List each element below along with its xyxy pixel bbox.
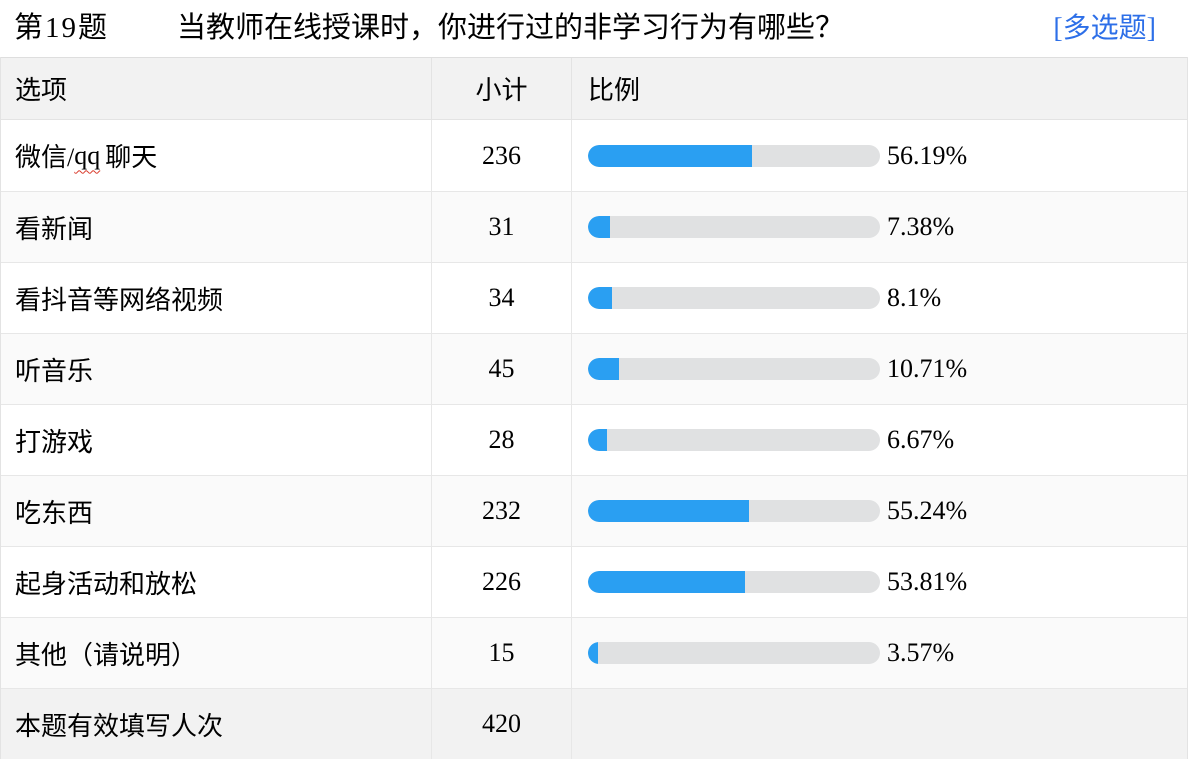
table-row: 本题有效填写人次 420 <box>1 688 1187 759</box>
ratio-percent-label: 10.71% <box>887 354 968 383</box>
ratio-bar-track <box>588 500 880 522</box>
option-label-cell: 看新闻 <box>1 192 432 262</box>
option-label: 看抖音等网络视频 <box>15 285 224 315</box>
ratio-cell: 6.67% <box>572 405 1187 475</box>
ratio-percent-label: 7.38% <box>887 212 955 241</box>
ratio-bar-fill <box>588 500 750 522</box>
ratio-cell: 53.81% <box>572 547 1187 617</box>
option-count: 34 <box>432 263 572 333</box>
column-header-subtotal: 小计 <box>432 58 572 119</box>
ratio-percent-label: 56.19% <box>887 140 968 170</box>
option-count: 15 <box>432 618 572 688</box>
ratio-bar-track <box>588 144 880 167</box>
ratio-percent-label: 6.67% <box>887 425 955 454</box>
stats-table: 选项 小计 比例 微信/qq 聊天 236 56.19% 看新闻 31 7.38% <box>0 57 1188 759</box>
question-text: 当教师在线授课时，你进行过的非学习行为有哪些？ <box>177 12 845 44</box>
option-count: 28 <box>432 405 572 475</box>
ratio-bar-fill <box>588 642 599 664</box>
table-row: 听音乐 45 10.71% <box>1 333 1187 404</box>
table-row: 吃东西 232 55.24% <box>1 475 1187 546</box>
ratio-cell: 10.71% <box>572 334 1187 404</box>
option-label: 打游戏 <box>15 427 94 457</box>
ratio-percent-label: 8.1% <box>887 283 942 312</box>
ratio-bar-track <box>588 358 880 380</box>
option-label-suffix: 聊天 <box>105 143 158 172</box>
question-number: 第19题 <box>14 12 110 44</box>
table-row: 起身活动和放松 226 53.81% <box>1 546 1187 617</box>
option-label-cell: 吃东西 <box>1 476 432 546</box>
option-label: 其他（请说明） <box>15 640 198 670</box>
ratio-cell: 56.19% <box>572 120 1187 191</box>
ratio-percent-label: 55.24% <box>887 496 968 525</box>
option-count: 45 <box>432 334 572 404</box>
table-row: 打游戏 28 6.67% <box>1 404 1187 475</box>
option-label-cell: 看抖音等网络视频 <box>1 263 432 333</box>
option-label: 本题有效填写人次 <box>15 711 224 741</box>
table-row: 看抖音等网络视频 34 8.1% <box>1 262 1187 333</box>
ratio-percent-label: 53.81% <box>887 567 968 596</box>
ratio-cell: 3.57% <box>572 618 1187 688</box>
option-label: 吃东西 <box>15 498 94 528</box>
option-count: 236 <box>432 120 572 191</box>
option-label-cell: 其他（请说明） <box>1 618 432 688</box>
ratio-percent-label: 3.57% <box>887 638 955 667</box>
ratio-bar-fill <box>588 216 610 238</box>
option-label-cell: 微信/qq 聊天 <box>1 120 432 191</box>
ratio-bar-fill <box>588 287 612 309</box>
option-count: 232 <box>432 476 572 546</box>
option-count: 226 <box>432 547 572 617</box>
table-header-row: 选项 小计 比例 <box>1 57 1187 120</box>
ratio-cell: 55.24% <box>572 476 1187 546</box>
ratio-bar-track <box>588 216 880 238</box>
ratio-bar-track <box>588 429 880 451</box>
table-body: 微信/qq 聊天 236 56.19% 看新闻 31 7.38% 看抖音等网络视频… <box>1 120 1187 759</box>
ratio-bar-fill <box>588 571 746 593</box>
question-type-tag: [多选题] <box>1053 12 1156 44</box>
column-header-ratio: 比例 <box>588 76 641 105</box>
option-label: 起身活动和放松 <box>15 569 198 599</box>
ratio-cell: 8.1% <box>572 263 1187 333</box>
ratio-bar-fill <box>588 358 620 380</box>
ratio-cell <box>572 689 1187 759</box>
option-label-cell: 本题有效填写人次 <box>1 689 432 759</box>
option-label: 微信/ <box>15 143 75 172</box>
table-row: 其他（请说明） 15 3.57% <box>1 617 1187 688</box>
option-label: 听音乐 <box>15 356 94 386</box>
table-row: 微信/qq 聊天 236 56.19% <box>1 120 1187 191</box>
ratio-bar-track <box>588 642 880 664</box>
question-title-row: 第19题 当教师在线授课时，你进行过的非学习行为有哪些？ [多选题] <box>0 0 1188 57</box>
table-row: 看新闻 31 7.38% <box>1 191 1187 262</box>
option-count: 420 <box>432 689 572 759</box>
option-label-misspelled-fragment: qq <box>74 140 101 170</box>
option-label-cell: 打游戏 <box>1 405 432 475</box>
ratio-cell: 7.38% <box>572 192 1187 262</box>
option-label-cell: 起身活动和放松 <box>1 547 432 617</box>
option-count: 31 <box>432 192 572 262</box>
ratio-bar-track <box>588 571 880 593</box>
option-label-cell: 听音乐 <box>1 334 432 404</box>
option-label: 看新闻 <box>15 214 94 244</box>
ratio-bar-fill <box>588 144 753 167</box>
ratio-bar-fill <box>588 429 608 451</box>
column-header-option: 选项 <box>1 58 432 119</box>
ratio-bar-track <box>588 287 880 309</box>
